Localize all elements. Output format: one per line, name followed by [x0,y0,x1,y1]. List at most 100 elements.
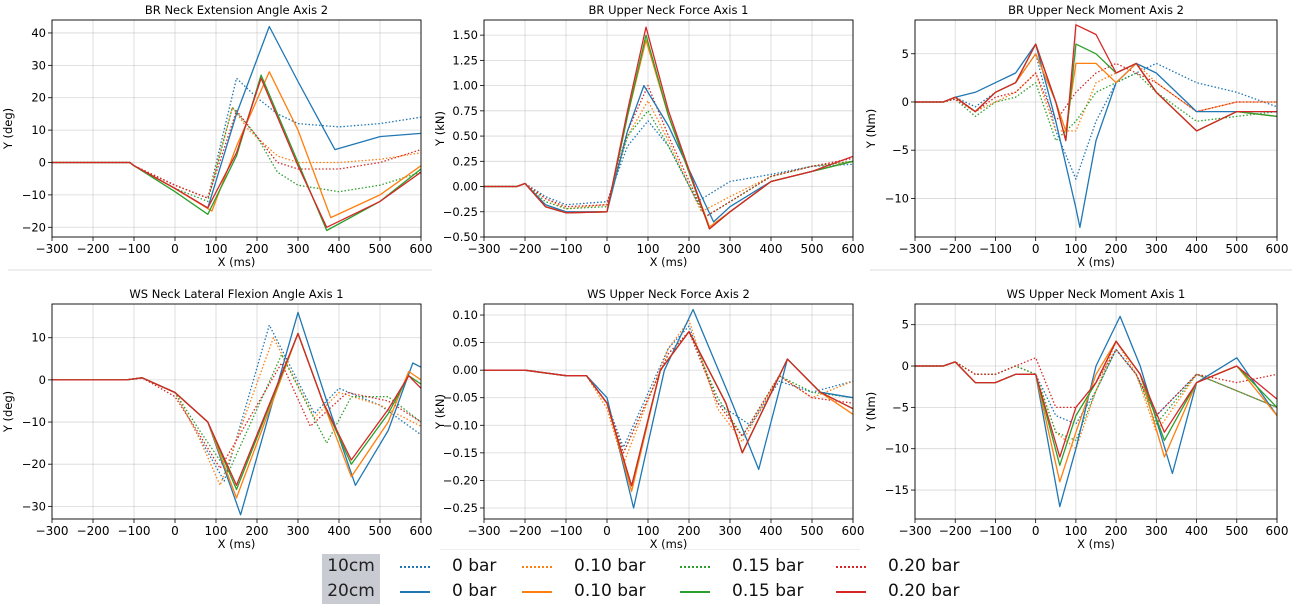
y-tick-label: 5 [902,318,909,332]
legend: 10cm 20cm 0 bar 0.10 bar 0.15 bar 0.20 b… [322,554,1002,604]
chart-panel-ws-neck-lateral-flexion-angle-axis-1: −300 −200 −100 0 100 200 300 400 500 600−30−20−10… [1,287,432,550]
y-tick-label: 5 [902,47,909,61]
x-tick-label: −100 [979,524,1012,538]
legend-label: 0.15 bar [732,579,803,604]
chart-panel-ws-upper-neck-force-axis-2: −300 −200 −100 0 100 200 300 400 500 600−0.25−0.2… [433,287,864,550]
x-tick-label: 300 [719,524,742,538]
series-line-0-10-bar-20cm [915,54,1277,131]
x-tick-label: 100 [205,242,228,256]
y-tick-label: 40 [31,26,46,40]
axes-frame [52,304,421,519]
chart-title: WS Upper Neck Moment Axis 1 [1007,287,1186,301]
x-tick-label: 300 [287,524,310,538]
legend-label: 0.20 bar [888,554,959,579]
x-tick-label: 600 [842,242,865,256]
legend-swatch [400,566,430,568]
chart-title: WS Upper Neck Force Axis 2 [587,287,750,301]
series-line-0-10-bar-10cm [484,321,853,464]
series-line-0-bar-10cm [52,325,421,481]
x-tick-label: 300 [1145,242,1168,256]
y-tick-label: 0 [39,373,46,387]
x-tick-label: 500 [369,524,392,538]
x-tick-label: 600 [410,242,433,256]
x-tick-label: 300 [287,242,310,256]
y-tick-label: −5 [892,143,909,157]
x-tick-label: −300 [468,524,501,538]
x-tick-label: −100 [550,524,583,538]
legend-swatch [680,591,710,593]
series-line-0-bar-10cm [915,350,1277,424]
y-tick-label: 0.00 [452,363,478,377]
x-tick-label: 0 [603,242,611,256]
chart-panel-br-neck-extension-angle-axis-2: −300 −200 −100 0 100 200 300 400 500 600−20−10010… [1,3,432,269]
x-tick-label: −300 [36,242,69,256]
y-tick-label: −0.05 [443,391,478,405]
series-line-0-20-bar-10cm [484,86,853,217]
series-group [915,25,1277,228]
series-line-0-15-bar-20cm [915,44,1277,141]
x-axis-label: X (ms) [1077,537,1115,550]
y-axis-label: Y (deg) [1,391,15,433]
legend-row-label-10cm: 10cm [322,554,380,579]
legend-label: 0.10 bar [574,554,645,579]
y-tick-label: 0.00 [452,180,478,194]
series-group [484,27,853,229]
x-axis-label: X (ms) [1077,255,1115,269]
x-tick-label: −100 [118,242,151,256]
x-tick-label: 100 [637,242,660,256]
legend-swatch [836,591,866,593]
chart-panel-ws-upper-neck-moment-axis-1: −300 −200 −100 0 100 200 300 400 500 600−15−10−50… [864,287,1288,550]
series-line-0-10-bar-20cm [915,341,1277,482]
y-tick-label: 0.25 [452,154,478,168]
chart-panel-br-upper-neck-force-axis-1: −300 −200 −100 0 100 200 300 400 500 600 −0.50 −0.2… [433,3,864,269]
legend-label: 0.20 bar [888,579,959,604]
legend-label: 0.10 bar [574,579,645,604]
x-tick-label: 300 [719,242,742,256]
y-tick-label: 10 [31,123,46,137]
series-line-0-10-bar-10cm [915,341,1277,449]
legend-swatch [400,591,430,593]
x-tick-label: 500 [801,242,824,256]
legend-label: 0 bar [452,554,496,579]
y-tick-label: −10 [885,442,909,456]
series-line-0-20-bar-20cm [915,341,1277,457]
x-tick-label: 200 [246,524,269,538]
y-tick-label: −10 [22,188,46,202]
series-line-0-10-bar-20cm [52,72,421,218]
x-tick-label: 0 [1032,242,1040,256]
x-tick-label: −200 [509,524,542,538]
y-tick-label: −0.20 [443,473,478,487]
y-tick-label: −30 [22,499,46,513]
chart-title: BR Upper Neck Moment Axis 2 [1008,3,1184,17]
x-tick-label: 400 [760,242,783,256]
x-tick-label: 0 [603,524,611,538]
series-line-0-10-bar-20cm [52,334,421,498]
series-line-0-bar-10cm [484,121,853,205]
y-tick-label: −0.50 [443,230,478,244]
x-tick-label: −300 [468,242,501,256]
y-tick-label: 0 [902,359,909,373]
y-tick-label: −0.10 [443,418,478,432]
y-tick-label: 0.75 [452,104,478,118]
x-tick-label: 300 [1145,524,1168,538]
x-tick-label: −300 [36,524,69,538]
y-tick-label: 0.50 [452,129,478,143]
y-tick-label: −10 [22,415,46,429]
x-tick-label: 400 [1185,524,1208,538]
x-tick-label: 200 [246,242,269,256]
series-line-0-15-bar-10cm [915,350,1277,441]
x-tick-label: −200 [939,242,972,256]
x-tick-label: 200 [678,242,701,256]
series-line-0-bar-10cm [484,326,853,447]
x-tick-label: 400 [760,524,783,538]
legend-row-label-20cm: 20cm [322,579,380,604]
x-tick-label: 600 [842,524,865,538]
y-tick-label: 10 [31,331,46,345]
x-tick-label: 500 [1225,524,1248,538]
y-tick-label: 1.50 [452,28,478,42]
y-tick-label: 0 [902,95,909,109]
series-group [52,312,421,514]
x-tick-label: −200 [77,242,110,256]
y-tick-label: −20 [22,220,46,234]
series-line-0-10-bar-10cm [52,338,421,486]
